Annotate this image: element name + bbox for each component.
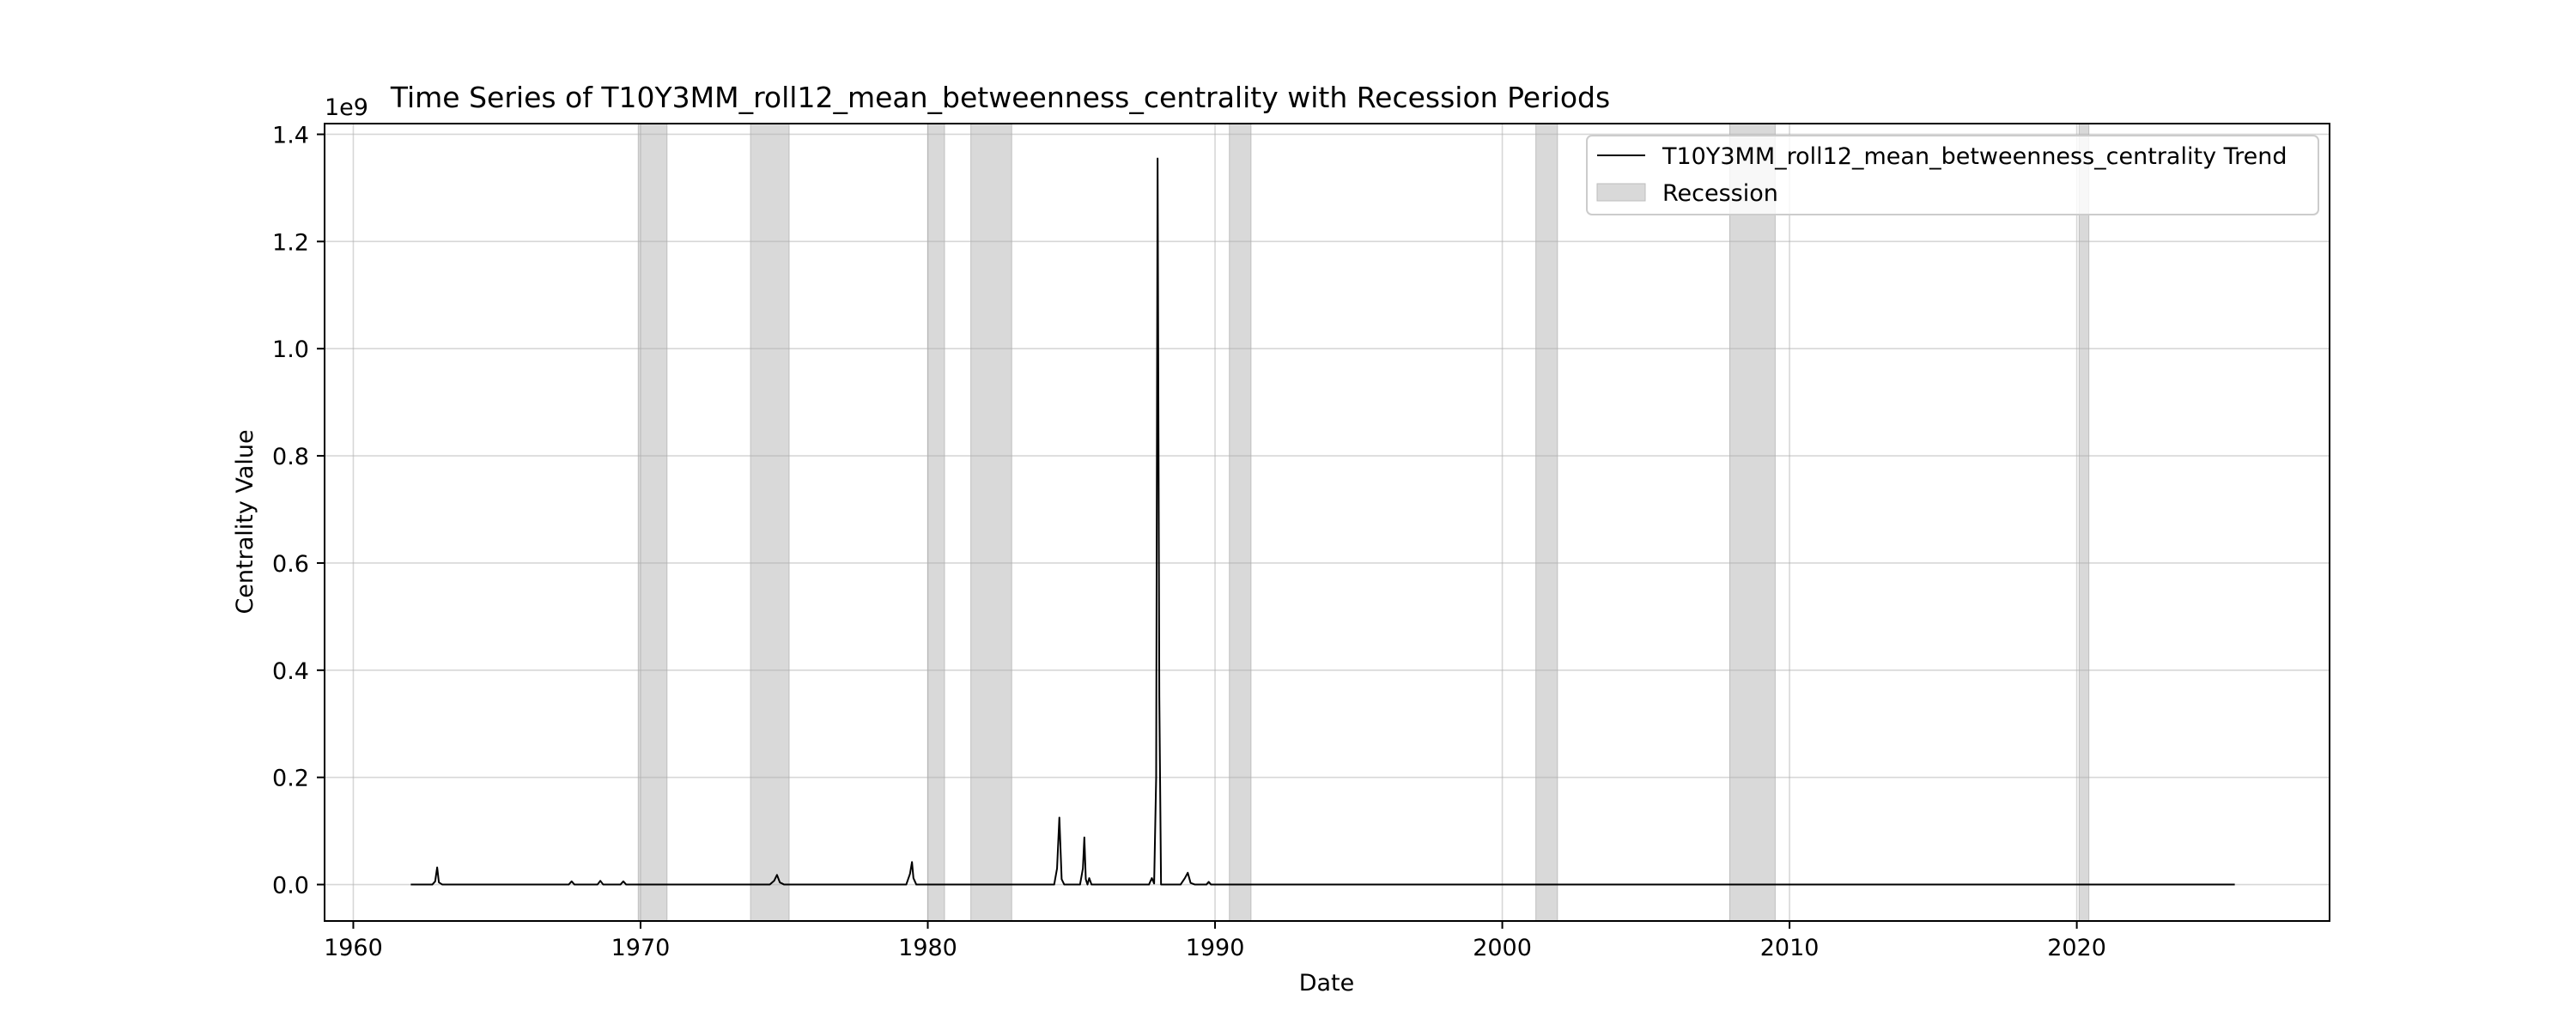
x-tick-label-1980: 1980 <box>898 935 957 961</box>
x-tick-label-2010: 2010 <box>1760 935 1820 961</box>
y-tick-label-0: 0.0 <box>272 873 309 900</box>
y-tick-label-4: 0.8 <box>272 444 309 470</box>
y-axis-scale-label: 1e9 <box>325 94 368 121</box>
y-axis-label: Centrality Value <box>232 429 258 614</box>
x-tick-label-1990: 1990 <box>1186 935 1245 961</box>
legend-recession-swatch <box>1596 183 1646 202</box>
recession-band-7 <box>1729 123 1776 922</box>
legend: T10Y3MM_roll12_mean_betweenness_centrali… <box>1586 135 2319 215</box>
x-axis-label: Date <box>1299 970 1355 997</box>
x-tick-label-1960: 1960 <box>324 935 383 961</box>
legend-recession-label: Recession <box>1662 180 1778 207</box>
recession-band-6 <box>1535 123 1558 922</box>
series-line-1 <box>410 157 2235 886</box>
y-tick-label-1: 0.2 <box>272 766 309 792</box>
legend-series-label: T10Y3MM_roll12_mean_betweenness_centrali… <box>1662 143 2287 170</box>
x-tick-label-2000: 2000 <box>1473 935 1532 961</box>
recession-band-5 <box>1229 123 1252 922</box>
recession-band-1 <box>637 123 668 922</box>
y-tick-label-5: 1.0 <box>272 336 309 363</box>
legend-box <box>1586 135 2319 215</box>
y-tick-label-2: 0.4 <box>272 658 309 685</box>
x-axis-ticks: 1960 1970 1980 1990 2000 2010 2020 <box>324 921 2106 961</box>
recession-band-4 <box>970 123 1012 922</box>
y-axis-ticks: 0.0 0.2 0.4 0.6 0.8 1.0 1.2 1.4 <box>272 122 325 900</box>
plot-frame <box>324 123 2330 922</box>
y-tick-label-3: 0.6 <box>272 551 309 578</box>
series-layer <box>410 157 2235 886</box>
recession-band-8 <box>2078 123 2090 922</box>
recession-band-3 <box>927 123 945 922</box>
x-tick-label-2020: 2020 <box>2047 935 2106 961</box>
y-tick-label-7: 1.4 <box>272 122 309 148</box>
y-tick-label-6: 1.2 <box>272 229 309 256</box>
recession-band-2 <box>750 123 790 922</box>
chart-title: Time Series of T10Y3MM_roll12_mean_betwe… <box>390 81 1610 114</box>
x-tick-label-1970: 1970 <box>611 935 671 961</box>
